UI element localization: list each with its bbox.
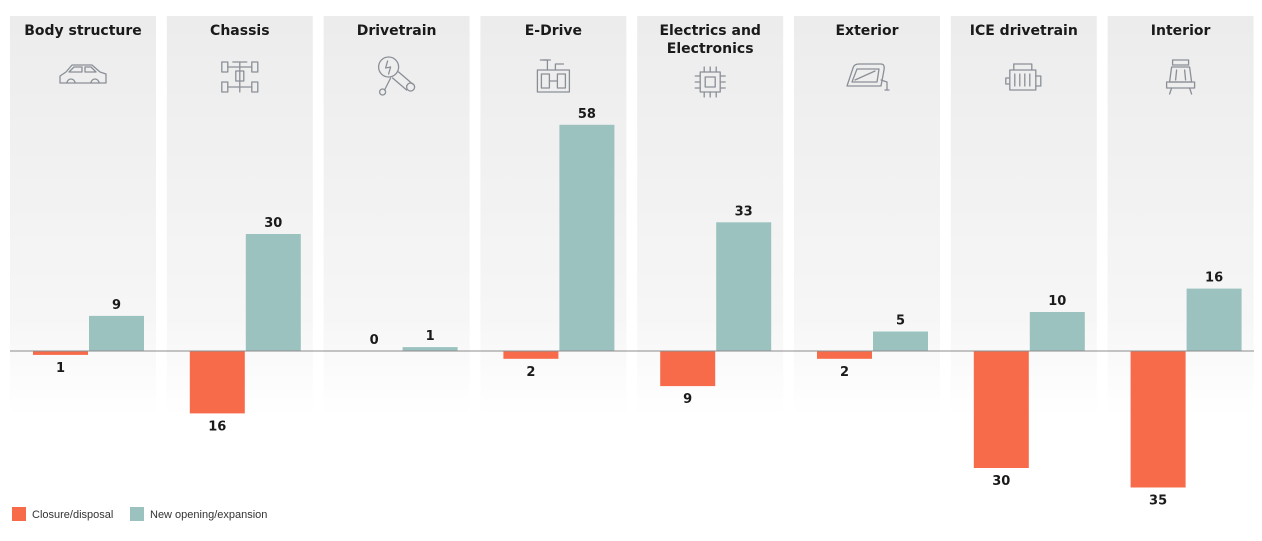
category-label-e-drive: E-Drive <box>525 23 582 39</box>
value-label-closure-chassis: 16 <box>208 419 226 434</box>
value-label-closure-e-drive: 2 <box>526 365 535 380</box>
value-label-opening-e-drive: 58 <box>578 107 596 122</box>
bar-opening-exterior <box>873 331 928 351</box>
legend-label-closure-disposal: Closure/disposal <box>32 509 113 521</box>
chassis-icon <box>221 61 259 93</box>
bar-opening-ice-drivetrain <box>1029 312 1085 351</box>
value-label-closure-exterior: 2 <box>840 365 849 380</box>
category-label-drivetrain: Drivetrain <box>357 23 437 39</box>
bar-closure-e-drive <box>503 351 559 359</box>
value-label-closure-electrics-and-electronics: 9 <box>683 392 692 407</box>
value-label-opening-electrics-and-electronics: 33 <box>735 204 753 219</box>
legend: Closure/disposal New opening/expansion <box>12 507 267 521</box>
value-label-opening-ice-drivetrain: 10 <box>1048 294 1066 309</box>
category-panel-drivetrain <box>323 16 470 416</box>
bar-closure-ice-drivetrain <box>973 351 1029 468</box>
value-label-closure-body-structure: 1 <box>56 361 65 376</box>
side-mirror-icon <box>846 63 890 91</box>
bar-opening-drivetrain <box>402 347 458 351</box>
value-label-closure-drivetrain: 0 <box>370 333 379 348</box>
category-label-interior: Interior <box>1151 23 1211 39</box>
chip-icon <box>694 66 726 98</box>
category-label-chassis: Chassis <box>210 23 270 39</box>
engine-icon <box>1005 63 1042 91</box>
category-label-electrics-and-electronics: Electrics and Electronics <box>659 23 761 57</box>
bar-closure-exterior <box>817 351 872 359</box>
category-label-body-structure: Body structure <box>24 23 142 39</box>
bar-closure-interior <box>1130 351 1186 488</box>
bar-opening-body-structure <box>89 315 144 351</box>
bar-closure-electrics-and-electronics <box>660 351 716 387</box>
value-label-opening-interior: 16 <box>1205 271 1223 286</box>
value-label-opening-chassis: 30 <box>264 216 282 231</box>
bar-closure-chassis <box>189 351 245 414</box>
category-label-exterior: Exterior <box>835 23 898 39</box>
bar-opening-electrics-and-electronics <box>716 222 772 351</box>
value-label-closure-ice-drivetrain: 30 <box>992 474 1010 489</box>
bar-opening-interior <box>1186 288 1242 351</box>
bar-opening-e-drive <box>559 124 615 351</box>
car-body-icon <box>59 64 107 84</box>
e-drive-icon <box>536 59 571 93</box>
category-panel-body-structure <box>10 16 156 416</box>
bar-closure-body-structure <box>33 351 88 355</box>
legend-swatch-new-opening-expansion <box>130 507 144 521</box>
category-label-ice-drivetrain: ICE drivetrain <box>970 23 1078 39</box>
bar-opening-chassis <box>245 234 301 351</box>
seat-icon <box>1165 59 1196 95</box>
value-label-opening-body-structure: 9 <box>112 298 121 313</box>
value-label-opening-drivetrain: 1 <box>426 329 435 344</box>
drivetrain-icon <box>377 56 416 96</box>
value-label-opening-exterior: 5 <box>896 314 905 329</box>
value-label-closure-interior: 35 <box>1149 494 1167 509</box>
legend-swatch-closure-disposal <box>12 507 26 521</box>
legend-label-new-opening-expansion: New opening/expansion <box>150 509 267 521</box>
